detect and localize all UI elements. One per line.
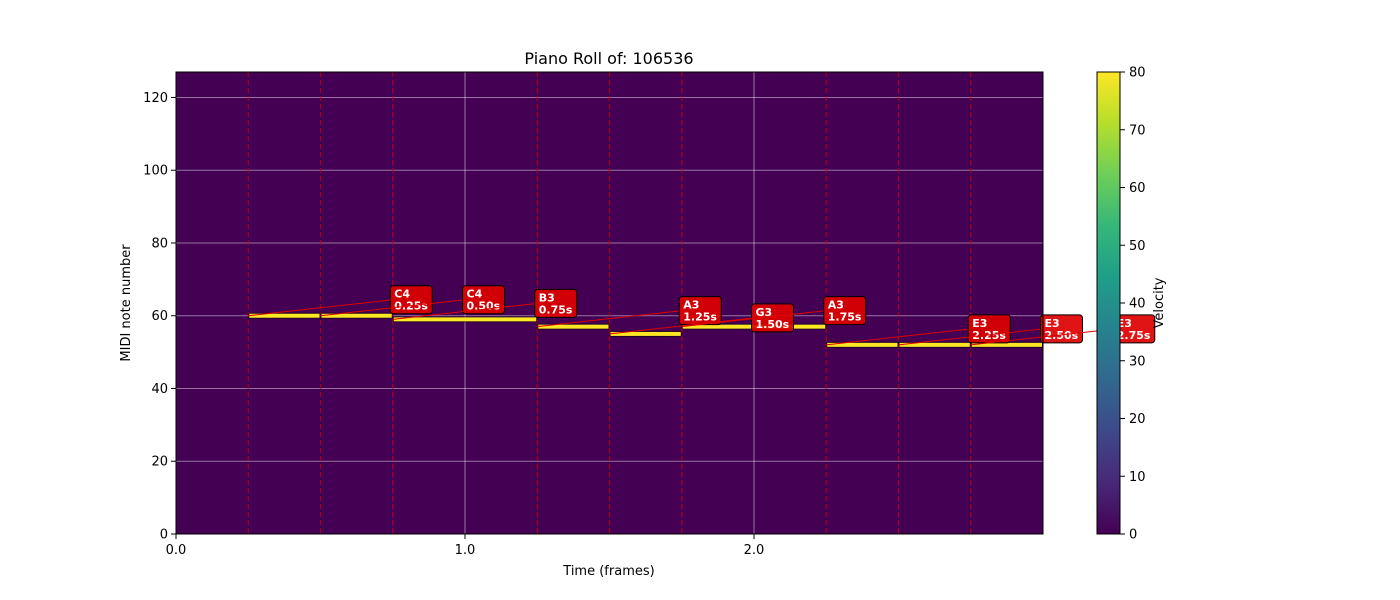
annotation-box xyxy=(462,285,505,315)
colorbar-label: Velocity xyxy=(1152,277,1167,328)
annotation-time: 1.50s xyxy=(756,318,790,331)
annotation-note: A3 xyxy=(828,299,844,312)
annotation-box xyxy=(534,288,578,318)
annotation-note: E3 xyxy=(972,317,987,330)
y-tick-label: 0 xyxy=(160,528,168,543)
note-bar xyxy=(971,342,1042,347)
annotation-time: 2.50s xyxy=(1045,329,1079,342)
annotation-box xyxy=(823,296,867,326)
colorbar-tick-label: 80 xyxy=(1129,66,1146,81)
note-bar xyxy=(899,342,970,347)
colorbar-tick-label: 20 xyxy=(1129,412,1146,427)
annotation-arrow xyxy=(248,299,394,317)
y-axis-label: MIDI note number xyxy=(119,244,134,362)
x-tick-label: 2.0 xyxy=(744,543,765,558)
annotation-arrow xyxy=(681,310,827,328)
y-tick-label: 80 xyxy=(151,236,168,251)
annotation-note: C4 xyxy=(467,288,483,301)
y-tick-label: 60 xyxy=(151,309,168,324)
annotation: A31.25s xyxy=(537,296,722,328)
colorbar-tick-label: 10 xyxy=(1129,470,1146,485)
colorbar-tick-label: 50 xyxy=(1129,239,1146,254)
note-bar xyxy=(610,331,681,336)
y-axis-ticks: 0 20 40 60 80 100 120 xyxy=(143,91,176,543)
colorbar-tick-label: 60 xyxy=(1129,181,1146,196)
annotation-arrow xyxy=(609,317,755,335)
y-tick-label: 20 xyxy=(151,455,168,470)
annotation-note: E3 xyxy=(1117,317,1132,330)
x-axis-label: Time (frames) xyxy=(562,564,654,579)
colorbar-ticks: 0 10 20 30 40 50 60 70 80 xyxy=(1120,66,1146,543)
note-bar xyxy=(393,317,537,322)
y-tick-label: 40 xyxy=(151,382,168,397)
annotation: C40.50s xyxy=(320,285,505,317)
plot-frame xyxy=(175,71,1044,535)
annotation-time: 2.75s xyxy=(1117,329,1151,342)
y-tick-label: 120 xyxy=(143,91,168,106)
y-tick-label: 100 xyxy=(143,164,168,179)
annotation-box xyxy=(751,303,794,333)
annotation-arrow xyxy=(537,310,683,328)
colorbar xyxy=(1096,71,1121,535)
note-bar xyxy=(249,313,320,318)
annotation-arrow xyxy=(898,328,1044,346)
annotation-time: 2.25s xyxy=(972,329,1006,342)
annotation: A31.75s xyxy=(681,296,867,328)
annotation-note: C4 xyxy=(394,288,410,301)
chart-title: Piano Roll of: 106536 xyxy=(524,49,693,68)
x-tick-label: 1.0 xyxy=(455,543,476,558)
colorbar-tick-label: 30 xyxy=(1129,354,1146,369)
colorbar-tick-label: 70 xyxy=(1129,123,1146,138)
note-bar xyxy=(827,342,898,347)
annotation-note: B3 xyxy=(539,291,555,304)
annotation-note: E3 xyxy=(1045,317,1060,330)
annotation-time: 0.75s xyxy=(539,303,573,316)
annotation-arrow xyxy=(392,302,538,320)
annotation-time: 1.75s xyxy=(828,311,862,324)
annotation-time: 0.25s xyxy=(394,300,428,313)
x-axis-ticks: 0.0 1.0 2.0 xyxy=(166,534,765,558)
colorbar-tick-label: 40 xyxy=(1129,297,1146,312)
colorbar-tick-label: 0 xyxy=(1129,528,1137,543)
annotations-layer: C40.25sC40.50sB30.75sA31.25sG31.50sA31.7… xyxy=(248,285,1156,346)
annotation-note: A3 xyxy=(683,299,699,312)
x-tick-label: 0.0 xyxy=(166,543,187,558)
annotation: B30.75s xyxy=(392,288,578,320)
annotation-arrow xyxy=(826,328,972,346)
annotation-arrow xyxy=(320,299,466,317)
onset-markers xyxy=(247,72,972,534)
annotation-note: G3 xyxy=(756,306,773,319)
note-bar xyxy=(538,324,609,329)
annotation-time: 1.25s xyxy=(683,311,717,324)
annotation: G31.50s xyxy=(609,303,794,335)
note-bar xyxy=(321,313,392,318)
annotation-time: 0.50s xyxy=(467,300,501,313)
